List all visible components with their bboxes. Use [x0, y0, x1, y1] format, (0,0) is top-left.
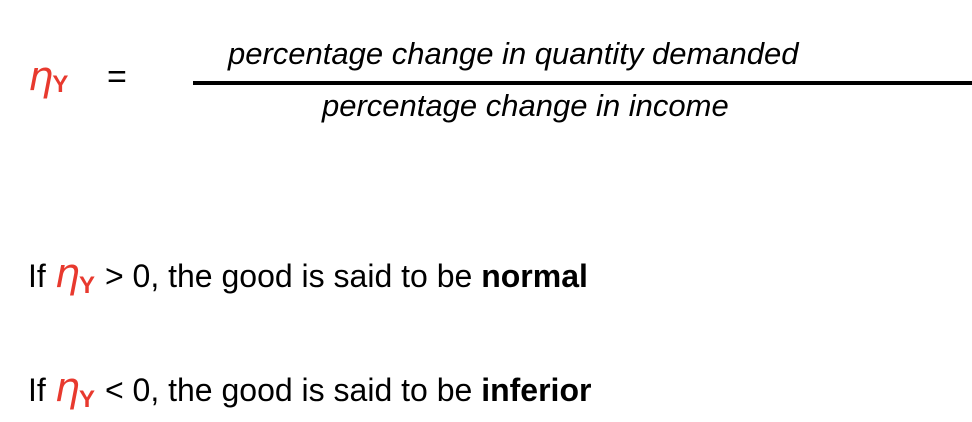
statement-prefix: If — [28, 372, 46, 408]
formula-denominator: percentage change in income — [322, 88, 729, 123]
eta-letter: η — [28, 54, 54, 100]
fraction-bar — [193, 81, 972, 85]
eta-y-symbol: ηY — [28, 52, 69, 108]
eta-subscript: Y — [79, 272, 96, 299]
statement-term: inferior — [481, 372, 592, 408]
statement-condition: > 0, the good is said to be — [104, 258, 473, 294]
eta-letter: η — [54, 365, 81, 411]
eta-subscript: Y — [52, 71, 69, 98]
statement-inferior-good: If ηY < 0, the good is said to be inferi… — [28, 364, 591, 418]
formula-numerator: percentage change in quantity demanded — [228, 36, 799, 71]
eta-letter: η — [54, 251, 81, 297]
statement-prefix: If — [28, 258, 46, 294]
statement-term: normal — [481, 258, 588, 294]
equals-sign: = — [107, 58, 127, 96]
eta-y-symbol: ηY — [55, 251, 96, 299]
eta-y-symbol: ηY — [55, 365, 96, 413]
statement-normal-good: If ηY > 0, the good is said to be normal — [28, 250, 588, 304]
eta-subscript: Y — [79, 386, 96, 413]
statement-condition: < 0, the good is said to be — [104, 372, 473, 408]
